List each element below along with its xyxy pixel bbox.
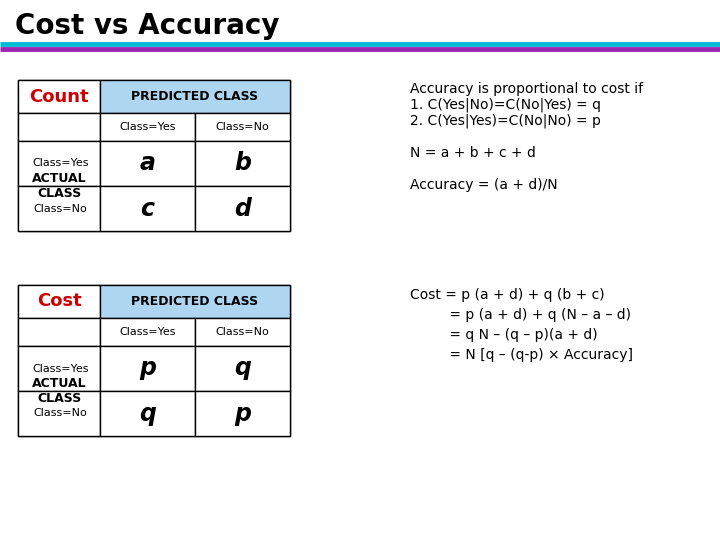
Text: PREDICTED CLASS: PREDICTED CLASS bbox=[132, 90, 258, 103]
Text: 1. C(Yes|No)=C(No|Yes) = q: 1. C(Yes|No)=C(No|Yes) = q bbox=[410, 98, 601, 112]
Bar bbox=[100, 285, 290, 318]
Bar bbox=[195, 318, 290, 346]
Text: Class=Yes: Class=Yes bbox=[120, 327, 176, 337]
Text: Class=No: Class=No bbox=[215, 327, 269, 337]
Bar bbox=[195, 141, 290, 186]
Text: Accuracy = (a + d)/N: Accuracy = (a + d)/N bbox=[410, 178, 557, 192]
Text: = q N – (q – p)(a + d): = q N – (q – p)(a + d) bbox=[410, 328, 598, 342]
Text: 2. C(Yes|Yes)=C(No|No) = p: 2. C(Yes|Yes)=C(No|No) = p bbox=[410, 114, 601, 129]
Bar bbox=[18, 391, 100, 436]
Text: ACTUAL
CLASS: ACTUAL CLASS bbox=[32, 377, 86, 405]
Text: Cost = p (a + d) + q (b + c): Cost = p (a + d) + q (b + c) bbox=[410, 288, 605, 302]
Bar bbox=[18, 285, 290, 436]
Bar bbox=[18, 346, 100, 391]
Text: = p (a + d) + q (N – a – d): = p (a + d) + q (N – a – d) bbox=[410, 308, 631, 322]
Bar bbox=[100, 113, 195, 141]
Bar bbox=[18, 80, 290, 231]
Bar bbox=[18, 80, 100, 113]
Text: Class=No: Class=No bbox=[215, 122, 269, 132]
Text: p: p bbox=[234, 402, 251, 426]
Bar bbox=[195, 113, 290, 141]
Text: Accuracy is proportional to cost if: Accuracy is proportional to cost if bbox=[410, 82, 643, 96]
Bar bbox=[195, 391, 290, 436]
Bar bbox=[18, 186, 100, 231]
Text: PREDICTED CLASS: PREDICTED CLASS bbox=[132, 295, 258, 308]
Text: Class=Yes: Class=Yes bbox=[120, 122, 176, 132]
Bar bbox=[100, 318, 195, 346]
Text: b: b bbox=[234, 152, 251, 176]
Text: Cost vs Accuracy: Cost vs Accuracy bbox=[15, 12, 279, 40]
Text: Class=No: Class=No bbox=[34, 408, 88, 418]
Bar bbox=[18, 318, 100, 346]
Bar bbox=[100, 80, 290, 113]
Bar bbox=[100, 186, 195, 231]
Text: p: p bbox=[139, 356, 156, 381]
Text: Class=Yes: Class=Yes bbox=[32, 363, 89, 374]
Text: N = a + b + c + d: N = a + b + c + d bbox=[410, 146, 536, 160]
Bar bbox=[195, 346, 290, 391]
Bar bbox=[100, 346, 195, 391]
Text: a: a bbox=[140, 152, 156, 176]
Text: Class=Yes: Class=Yes bbox=[32, 159, 89, 168]
Text: Count: Count bbox=[30, 87, 89, 105]
Bar bbox=[195, 186, 290, 231]
Bar bbox=[18, 285, 100, 318]
Bar bbox=[100, 141, 195, 186]
Bar bbox=[18, 113, 100, 141]
Text: d: d bbox=[234, 197, 251, 220]
Text: q: q bbox=[139, 402, 156, 426]
Text: ACTUAL
CLASS: ACTUAL CLASS bbox=[32, 172, 86, 200]
Text: = N [q – (q-p) × Accuracy]: = N [q – (q-p) × Accuracy] bbox=[410, 348, 633, 362]
Text: Class=No: Class=No bbox=[34, 204, 88, 213]
Bar bbox=[100, 391, 195, 436]
Text: q: q bbox=[234, 356, 251, 381]
Bar bbox=[18, 141, 100, 186]
Text: Cost: Cost bbox=[37, 293, 81, 310]
Text: c: c bbox=[140, 197, 155, 220]
